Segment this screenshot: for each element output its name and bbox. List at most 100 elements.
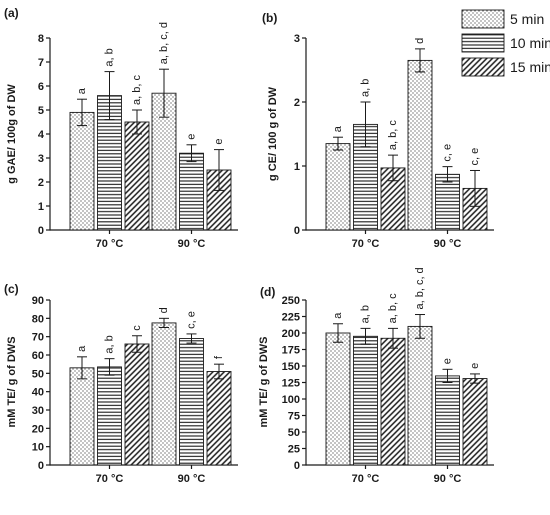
y-axis-label: mM TE/ g of DWS [6,336,18,427]
bar [124,121,150,231]
y-tick-label: 200 [282,328,300,340]
bar [380,337,406,466]
panel-b: (b) g CE/ 100 g of DW 0 1 2 3 70 °C a a, b a, b, … [262,11,494,250]
significance-label: c, e [186,311,198,329]
significance-label: e [469,363,481,369]
y-tick-label: 7 [38,57,44,69]
significance-label: a, b, c [387,293,399,323]
y-tick-label: 3 [38,153,44,165]
legend-label: 10 min [510,35,550,51]
y-axis-label: g CE/ 100 g of DW [267,86,279,181]
y-tick-label: 50 [32,368,44,380]
y-tick-label: 2 [38,177,44,189]
bar [407,59,433,231]
y-axis-label: mM TE/ g of DWS [258,336,270,427]
panel-tag: (a) [4,6,19,20]
significance-label: e [213,138,225,144]
significance-label: d [158,307,170,313]
panel-tag: (b) [262,11,277,25]
x-category-label: 70 °C [96,238,124,250]
significance-label: a, b, c, d [158,22,170,64]
y-tick-label: 20 [32,423,44,435]
x-category-label: 90 °C [434,238,462,250]
significance-label: a [332,312,344,319]
significance-label: a, b [360,305,372,323]
significance-label: a, b, c [387,120,399,150]
significance-label: e [442,358,454,364]
y-tick-label: 5 [38,105,44,117]
bar [69,367,95,466]
significance-label: e [186,134,198,140]
significance-label: a, b [104,48,116,66]
bar [353,335,378,466]
x-category-label: 70 °C [352,238,380,250]
significance-label: a [76,87,88,94]
y-tick-label: 225 [282,312,300,324]
y-tick-label: 175 [282,345,300,357]
significance-label: d [414,38,426,44]
bar [179,152,204,231]
y-tick-label: 90 [32,295,44,307]
y-tick-label: 0 [294,225,300,237]
significance-label: a, b [360,79,372,97]
y-tick-label: 25 [288,444,300,456]
y-tick-label: 0 [38,225,44,237]
x-category-label: 90 °C [178,238,206,250]
bar [97,366,122,466]
significance-label: a [76,345,88,352]
panel-a: (a) g GAE/ 100g of DW 0 1 2 3 4 5 6 7 8 70 °C a a, b a… [4,6,238,250]
significance-label: c, e [469,148,481,166]
y-tick-label: 125 [282,378,300,390]
x-category-label: 90 °C [178,473,206,485]
y-tick-label: 4 [38,129,45,141]
significance-label: a, b, c [131,75,143,105]
legend-swatch [461,9,505,29]
y-tick-label: 6 [38,81,44,93]
y-tick-label: 40 [32,387,44,399]
y-tick-label: 80 [32,313,44,325]
panel-c: (c) mM TE/ g of DWS 0 10 20 30 40 50 60 70 80 90 70 … [4,282,238,485]
y-tick-label: 100 [282,394,300,406]
bar [435,173,460,231]
y-tick-label: 70 [32,332,44,344]
significance-label: a, b, c, d [414,267,426,309]
significance-label: c [131,325,143,331]
x-category-label: 70 °C [96,473,124,485]
bar [407,325,433,466]
significance-label: a [332,125,344,132]
bar [206,371,232,466]
bar [325,332,351,466]
bar [435,375,460,466]
bar [151,322,177,466]
y-tick-label: 0 [38,460,44,472]
panel-d: (d) mM TE/ g of DWS 0 25 50 75 100 125 150 175 200… [258,267,494,485]
bar [69,111,95,231]
y-tick-label: 8 [38,33,44,45]
y-tick-label: 250 [282,295,300,307]
y-tick-label: 1 [38,201,44,213]
bar [462,378,488,466]
y-tick-label: 150 [282,361,300,373]
y-tick-label: 10 [32,442,44,454]
y-tick-label: 30 [32,405,44,417]
y-axis-label: g GAE/ 100g of DW [6,84,18,184]
y-tick-label: 50 [288,427,300,439]
significance-label: c, e [442,144,454,162]
y-tick-label: 2 [294,97,300,109]
bar [179,338,204,466]
legend-label: 15 min [510,59,550,75]
x-category-label: 70 °C [352,473,380,485]
legend: 5 min 10 min 15 min [461,9,550,77]
significance-label: f [213,355,225,359]
legend-label: 5 min [510,11,544,27]
y-tick-label: 3 [294,33,300,45]
y-tick-label: 75 [288,411,300,423]
y-tick-label: 1 [294,161,300,173]
bar [325,143,351,231]
bar [353,123,378,231]
panel-tag: (d) [260,285,275,299]
bar [124,343,150,466]
y-tick-label: 0 [294,460,300,472]
significance-label: a, b [104,335,116,353]
